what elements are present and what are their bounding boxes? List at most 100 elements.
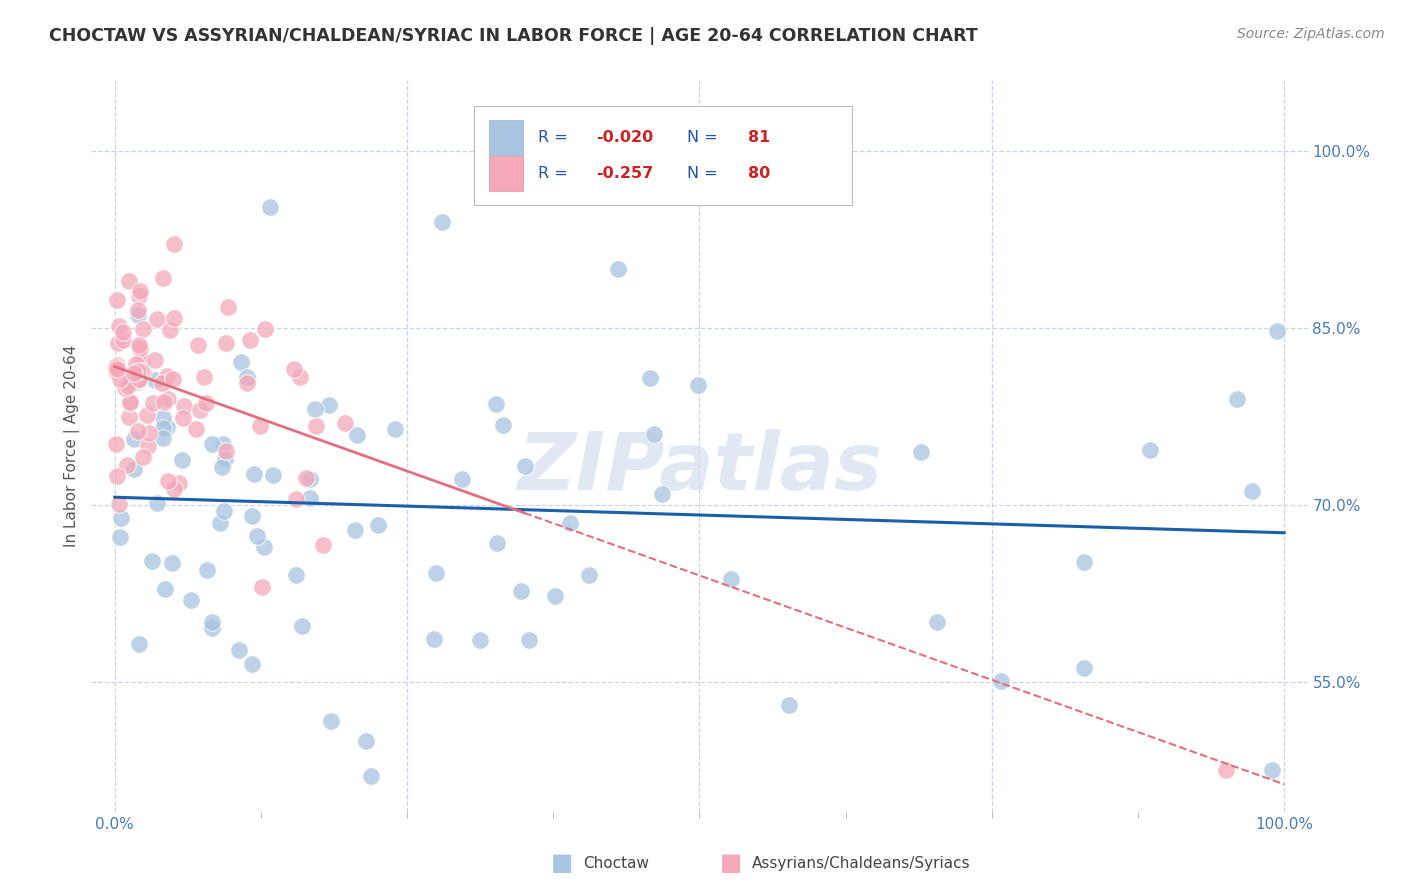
Point: [104, 436, 127, 450]
Point: [291, 619, 314, 633]
Point: [163, 237, 186, 252]
Text: Source: ZipAtlas.com: Source: ZipAtlas.com: [1237, 27, 1385, 41]
Point: [125, 376, 148, 390]
Point: [170, 453, 193, 467]
Point: [367, 517, 389, 532]
Point: [778, 698, 800, 712]
Point: [141, 553, 163, 567]
Point: [253, 322, 276, 336]
Text: N =: N =: [688, 130, 723, 145]
Point: [214, 452, 236, 467]
Point: [195, 563, 218, 577]
Text: 80: 80: [748, 167, 770, 181]
Point: [104, 364, 127, 378]
Point: [299, 491, 322, 505]
Point: [107, 497, 129, 511]
Point: [127, 364, 149, 378]
Text: Choctaw: Choctaw: [583, 856, 650, 871]
Point: [173, 399, 195, 413]
Point: [558, 516, 581, 530]
Point: [384, 422, 406, 436]
Point: [346, 428, 368, 442]
Point: [156, 474, 179, 488]
Point: [321, 714, 343, 728]
Point: [112, 333, 135, 347]
Point: [142, 396, 165, 410]
Point: [524, 156, 547, 170]
Point: [105, 469, 128, 483]
Point: [128, 289, 150, 303]
Point: [432, 215, 454, 229]
Point: [990, 673, 1012, 688]
Point: [643, 427, 665, 442]
Point: [118, 394, 141, 409]
Point: [294, 471, 316, 485]
Point: [125, 357, 148, 371]
Point: [217, 300, 239, 314]
Point: [228, 643, 250, 657]
Point: [132, 321, 155, 335]
Point: [249, 418, 271, 433]
Point: [150, 376, 173, 390]
Point: [132, 365, 155, 379]
Text: N =: N =: [688, 167, 723, 181]
Point: [283, 362, 305, 376]
Point: [262, 468, 284, 483]
Point: [231, 355, 253, 369]
Point: [152, 431, 174, 445]
Point: [163, 482, 186, 496]
Point: [159, 323, 181, 337]
Point: [195, 396, 218, 410]
Point: [492, 418, 515, 433]
FancyBboxPatch shape: [489, 120, 523, 155]
Point: [105, 358, 128, 372]
Point: [201, 621, 224, 635]
Point: [240, 508, 263, 523]
Point: [105, 293, 128, 307]
Point: [162, 557, 184, 571]
Point: [354, 734, 377, 748]
Point: [127, 308, 149, 322]
Point: [117, 375, 139, 389]
FancyBboxPatch shape: [489, 156, 523, 192]
Point: [124, 432, 146, 446]
Text: R =: R =: [537, 130, 572, 145]
Point: [209, 516, 232, 530]
Point: [335, 416, 357, 430]
Point: [110, 510, 132, 524]
Point: [108, 372, 131, 386]
Point: [925, 615, 948, 629]
Point: [304, 418, 326, 433]
Point: [515, 458, 537, 473]
Point: [640, 370, 662, 384]
Point: [152, 271, 174, 285]
Point: [128, 637, 150, 651]
Point: [720, 572, 742, 586]
Point: [112, 325, 135, 339]
Point: [606, 262, 628, 277]
Point: [236, 376, 259, 390]
Point: [450, 472, 472, 486]
Point: [128, 373, 150, 387]
Point: [162, 372, 184, 386]
Text: Assyrians/Chaldeans/Syriacs: Assyrians/Chaldeans/Syriacs: [752, 856, 970, 871]
Text: ZIPatlas: ZIPatlas: [517, 429, 882, 507]
Point: [243, 467, 266, 482]
Text: -0.020: -0.020: [596, 130, 654, 145]
Point: [246, 528, 269, 542]
Point: [212, 504, 235, 518]
Point: [128, 338, 150, 352]
Point: [250, 580, 273, 594]
Point: [136, 439, 159, 453]
Point: [187, 338, 209, 352]
Point: [284, 491, 307, 506]
Text: -0.257: -0.257: [596, 167, 654, 181]
Point: [115, 458, 138, 472]
Point: [312, 537, 335, 551]
Point: [285, 567, 308, 582]
Point: [468, 633, 491, 648]
Point: [145, 373, 167, 387]
Point: [153, 395, 176, 409]
Point: [239, 333, 262, 347]
Text: R =: R =: [537, 167, 572, 181]
